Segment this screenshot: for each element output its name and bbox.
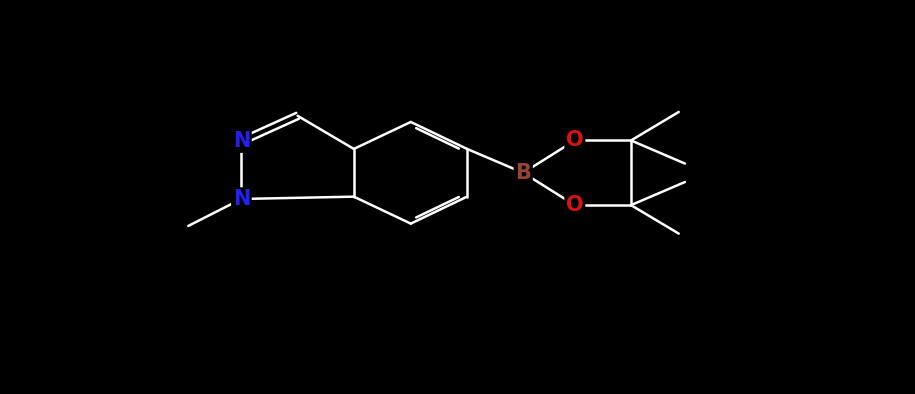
Text: N: N xyxy=(232,131,250,151)
Text: B: B xyxy=(515,163,532,183)
Text: N: N xyxy=(232,189,250,209)
Text: O: O xyxy=(566,130,584,151)
Text: O: O xyxy=(566,195,584,215)
